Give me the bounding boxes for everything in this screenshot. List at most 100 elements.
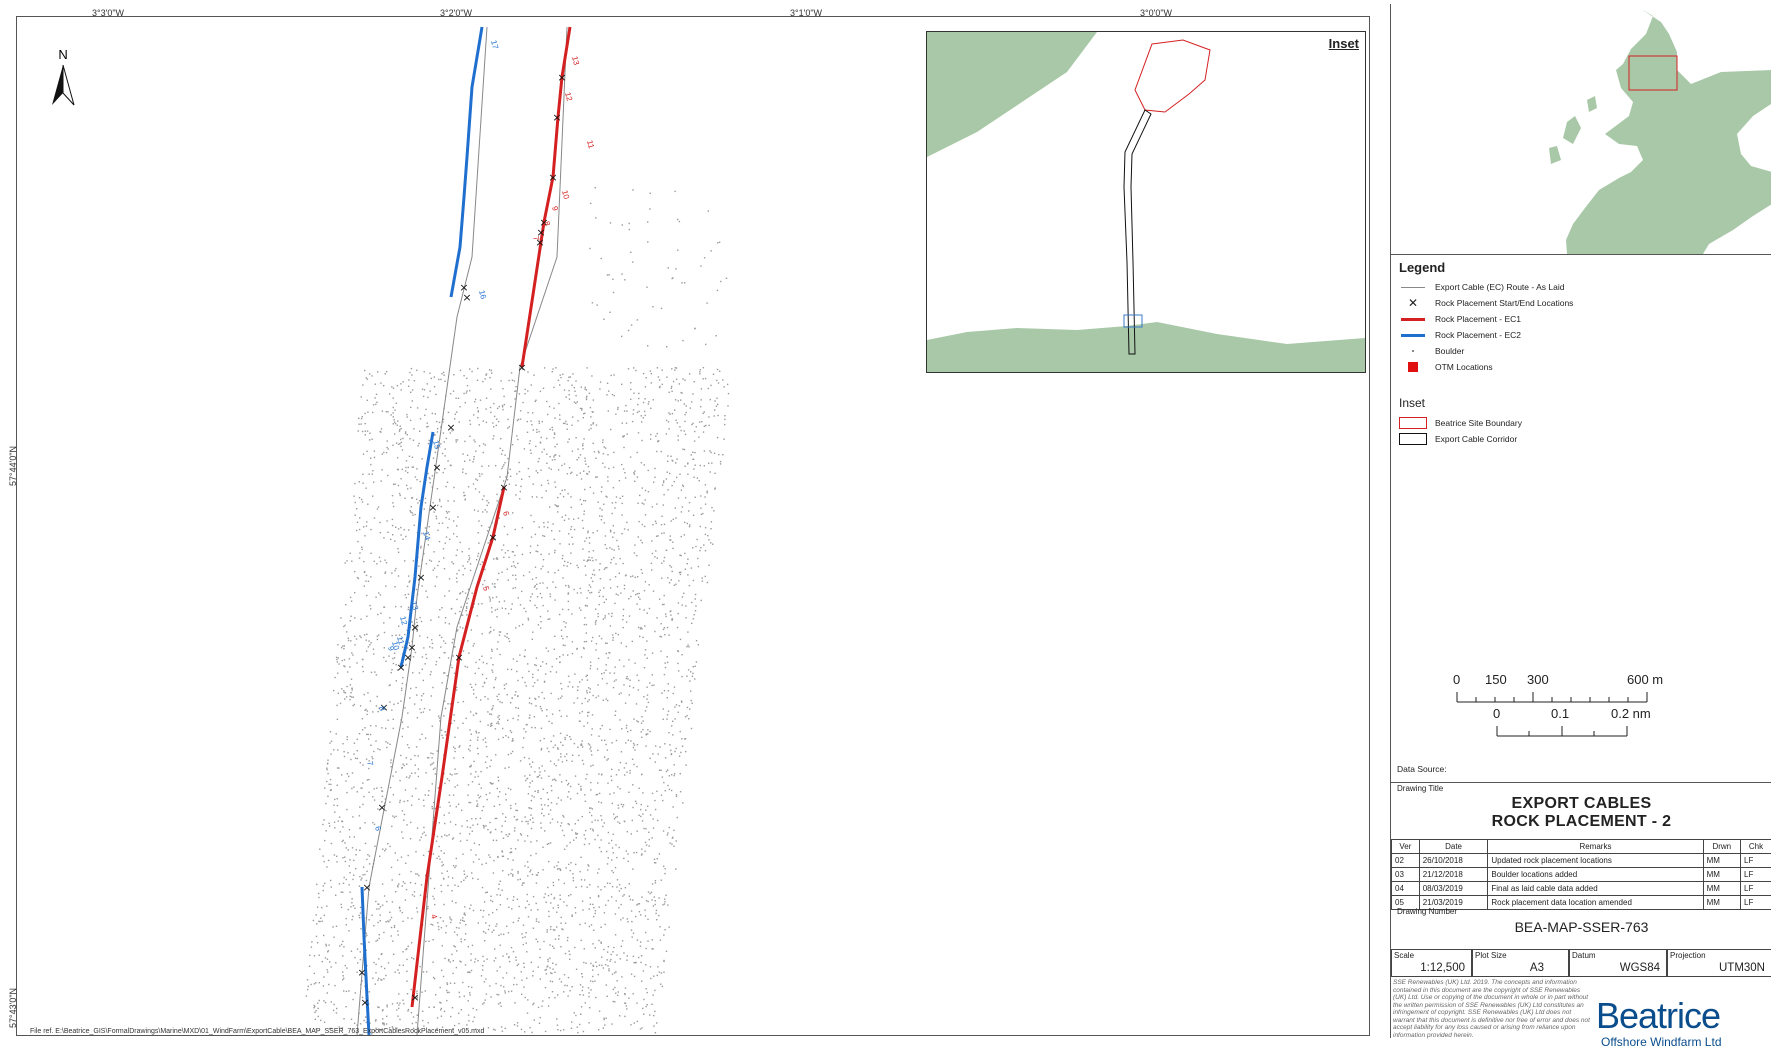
boulder-point [560, 753, 561, 754]
boulder-point [356, 530, 357, 531]
boulder-point [380, 532, 381, 533]
boulder-point [606, 599, 607, 600]
boulder-point [512, 751, 513, 752]
boulder-point [386, 371, 387, 372]
boulder-point [442, 945, 443, 946]
boulder-point [441, 607, 442, 608]
boulder-point [728, 393, 729, 394]
boulder-point [449, 590, 450, 591]
boulder-point [604, 446, 605, 447]
boulder-point [465, 924, 466, 925]
boulder-point [588, 987, 589, 988]
boulder-point [407, 1010, 408, 1011]
boulder-point [504, 768, 505, 769]
boulder-point [592, 969, 593, 970]
boulder-point [539, 1023, 540, 1024]
boulder-point [518, 906, 519, 907]
boulder-point [633, 747, 634, 748]
boulder-point [692, 459, 693, 460]
boulder-point [416, 746, 417, 747]
boulder-point [481, 975, 482, 976]
boulder-point [406, 889, 407, 890]
boulder-point [421, 695, 422, 696]
boulder-point [435, 452, 436, 453]
boulder-point [502, 450, 503, 451]
boulder-point [539, 421, 540, 422]
boulder-point [645, 649, 646, 650]
boulder-point [554, 636, 555, 637]
boulder-point [377, 922, 378, 923]
boulder-point [639, 788, 640, 789]
boulder-point [508, 557, 509, 558]
boulder-point [428, 790, 429, 791]
boulder-point [613, 292, 614, 293]
boulder-point [424, 832, 425, 833]
boulder-point [509, 426, 510, 427]
boulder-point [405, 431, 406, 432]
boulder-point [517, 1022, 518, 1023]
boulder-point [482, 969, 483, 970]
boulder-point [674, 585, 675, 586]
boulder-point [456, 555, 457, 556]
boulder-point [583, 528, 584, 529]
boulder-point [439, 657, 440, 658]
boulder-point [322, 921, 323, 922]
boulder-point [342, 955, 343, 956]
boulder-point [541, 1006, 542, 1007]
boulder-point [375, 1020, 376, 1021]
boulder-point [488, 854, 489, 855]
boulder-point [517, 810, 518, 811]
boulder-point [586, 632, 587, 633]
boulder-point [601, 819, 602, 820]
boulder-point [548, 553, 549, 554]
inset-map[interactable]: Inset [926, 31, 1366, 373]
boulder-point [498, 721, 499, 722]
boulder-point [567, 429, 568, 430]
boulder-point [337, 767, 338, 768]
boulder-point [542, 847, 543, 848]
boulder-point [612, 803, 613, 804]
boulder-point [662, 986, 663, 987]
boulder-point [723, 386, 724, 387]
boulder-point [681, 490, 682, 491]
boulder-point [536, 903, 537, 904]
boulder-point [579, 871, 580, 872]
boulder-point [551, 693, 552, 694]
boulder-point [516, 984, 517, 985]
boulder-point [667, 656, 668, 657]
boulder-point [418, 776, 419, 777]
boulder-point [423, 680, 424, 681]
boulder-point [346, 879, 347, 880]
boulder-point [408, 386, 409, 387]
boulder-point [380, 561, 381, 562]
boulder-point [637, 476, 638, 477]
boulder-point [442, 523, 443, 524]
boulder-point [366, 859, 367, 860]
boulder-point [351, 601, 352, 602]
boulder-point [549, 618, 550, 619]
boulder-point [575, 380, 576, 381]
boulder-point [445, 543, 446, 544]
boulder-point [550, 809, 551, 810]
boulder-point [558, 380, 559, 381]
boulder-point [439, 807, 440, 808]
boulder-point [343, 690, 344, 691]
boulder-point [511, 947, 512, 948]
boulder-point [506, 637, 507, 638]
boulder-point [698, 644, 699, 645]
boulder-point [453, 391, 454, 392]
boulder-point [544, 681, 545, 682]
boulder-point [523, 737, 524, 738]
boulder-point [346, 631, 347, 632]
rev-cell: 03 [1392, 868, 1420, 882]
boulder-point [406, 597, 407, 598]
boulder-point [567, 654, 568, 655]
boulder-point [592, 714, 593, 715]
boulder-point [349, 865, 350, 866]
boulder-point [421, 837, 422, 838]
boulder-point [390, 787, 391, 788]
boulder-point [500, 894, 501, 895]
boulder-point [627, 433, 628, 434]
boulder-point [716, 398, 717, 399]
boulder-point [705, 534, 706, 535]
